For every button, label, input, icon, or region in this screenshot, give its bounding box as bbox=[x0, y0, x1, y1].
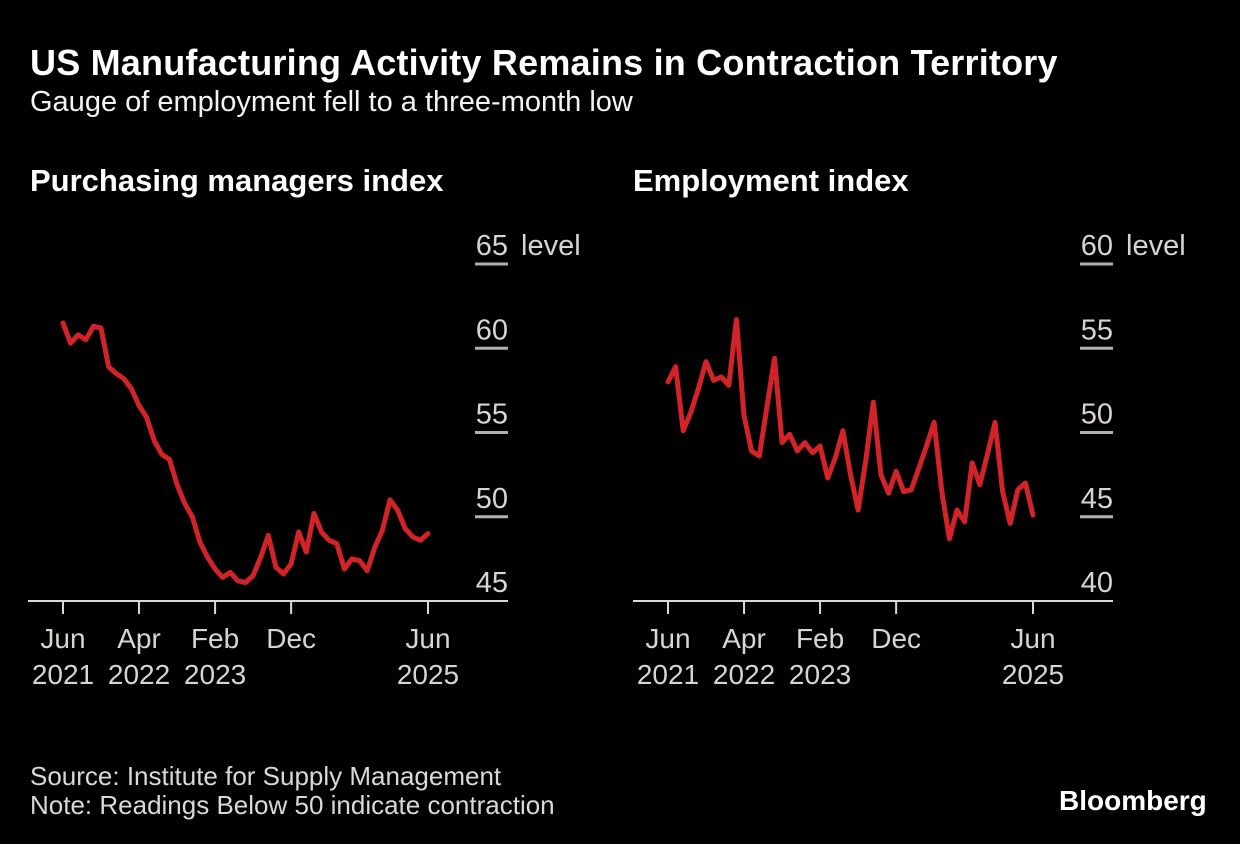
x-tick-month-label: Feb bbox=[191, 623, 239, 654]
contraction-note: Note: Readings Below 50 indicate contrac… bbox=[30, 790, 555, 820]
x-tick-month-label: Jun bbox=[405, 623, 450, 654]
x-tick-month-label: Dec bbox=[871, 623, 921, 654]
figure-title: US Manufacturing Activity Remains in Con… bbox=[30, 42, 1058, 83]
y-axis-unit-label: level bbox=[521, 230, 581, 262]
pmi-chart-line bbox=[60, 320, 431, 585]
y-tick-label: 60 bbox=[476, 314, 508, 346]
y-tick-label: 50 bbox=[1081, 399, 1113, 431]
y-tick-label: 55 bbox=[476, 399, 508, 431]
pmi-chart: Jun 2021 Apr 2022 Feb 2023 Dec Jun 2025 45 50 55 60 6… bbox=[28, 230, 581, 690]
employment-chart: Jun 2021 Apr 2022 Feb 2023 Dec Jun 2025 40 45 50 55 6… bbox=[633, 230, 1186, 690]
x-tick-year-label: 2022 bbox=[108, 659, 170, 690]
employment-chart-title: Employment index bbox=[633, 163, 909, 198]
y-tick-label: 50 bbox=[476, 483, 508, 515]
y-axis-unit-label: level bbox=[1126, 230, 1186, 262]
x-tick-month-label: Apr bbox=[722, 623, 766, 654]
x-tick-year-label: 2021 bbox=[637, 659, 699, 690]
y-tick-label: 45 bbox=[1081, 483, 1113, 515]
x-tick-year-label: 2023 bbox=[184, 659, 246, 690]
x-tick-month-label: Jun bbox=[1010, 623, 1055, 654]
source-note: Source: Institute for Supply Management bbox=[30, 761, 502, 791]
x-tick-month-label: Jun bbox=[645, 623, 690, 654]
x-tick-year-label: 2025 bbox=[397, 659, 459, 690]
figure-subtitle: Gauge of employment fell to a three-mont… bbox=[30, 86, 633, 118]
x-tick-year-label: 2023 bbox=[789, 659, 851, 690]
y-tick-label: 40 bbox=[1081, 567, 1113, 599]
employment-chart-line bbox=[665, 317, 1036, 542]
y-tick-label: 60 bbox=[1081, 230, 1113, 262]
pmi-chart-title: Purchasing managers index bbox=[30, 163, 444, 198]
x-tick-year-label: 2021 bbox=[32, 659, 94, 690]
x-tick-year-label: 2022 bbox=[713, 659, 775, 690]
y-tick-label: 55 bbox=[1081, 314, 1113, 346]
bloomberg-logo: Bloomberg bbox=[1059, 785, 1207, 816]
x-tick-year-label: 2025 bbox=[1002, 659, 1064, 690]
x-tick-month-label: Apr bbox=[117, 623, 161, 654]
y-tick-label: 65 bbox=[476, 230, 508, 262]
x-tick-month-label: Feb bbox=[796, 623, 844, 654]
x-tick-month-label: Dec bbox=[266, 623, 316, 654]
x-tick-month-label: Jun bbox=[40, 623, 85, 654]
y-tick-label: 45 bbox=[476, 567, 508, 599]
